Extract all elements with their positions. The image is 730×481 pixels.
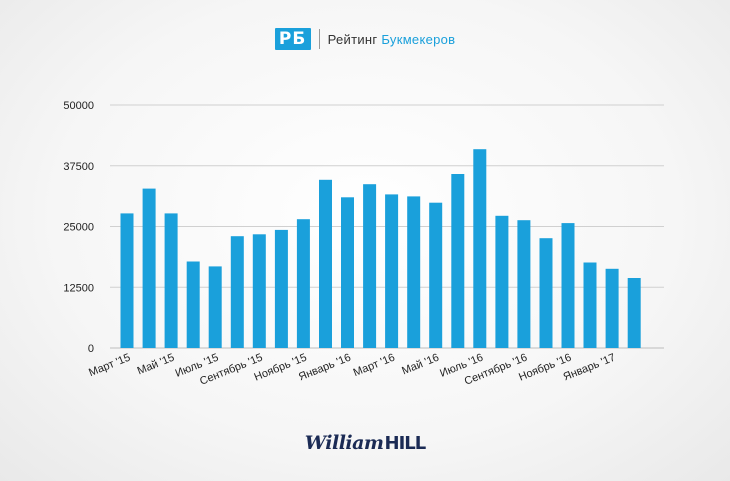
y-tick-label: 25000	[63, 222, 94, 234]
bar	[407, 196, 421, 348]
bar	[341, 197, 354, 348]
bar	[230, 236, 244, 348]
y-tick-label: 37500	[63, 161, 94, 173]
y-tick-label: 12500	[63, 282, 94, 294]
bar	[429, 202, 443, 348]
brand-title: Рейтинг Букмекеров	[328, 32, 456, 47]
x-tick-label: Май '15	[136, 352, 177, 378]
bar	[186, 261, 200, 348]
bar	[495, 215, 509, 348]
bar	[473, 149, 487, 348]
bar	[252, 234, 266, 348]
bar	[363, 184, 377, 348]
y-tick-label: 50000	[63, 100, 94, 112]
bar	[517, 220, 531, 348]
bar	[385, 194, 399, 348]
bar	[296, 219, 310, 348]
x-tick-label: Май '16	[400, 352, 441, 378]
bar	[583, 262, 597, 348]
bar	[539, 238, 553, 348]
brand-title-accent: Букмекеров	[381, 31, 456, 47]
bar	[120, 213, 134, 348]
bars	[120, 149, 641, 348]
x-tick-label: Март '16	[352, 352, 397, 380]
bar	[164, 213, 178, 348]
rb-logo-icon: РБ	[274, 28, 311, 50]
bar	[274, 229, 288, 348]
william-hill-block: HILL	[384, 432, 427, 454]
bar	[142, 188, 156, 348]
y-axis-ticks: 0 12500 25000 37500 50000	[63, 100, 94, 355]
william-hill-logo: William HILL	[0, 428, 730, 458]
bar	[627, 278, 641, 348]
bar	[208, 266, 222, 348]
x-tick-label: Март '15	[87, 352, 132, 380]
brand-title-plain: Рейтинг	[327, 31, 382, 47]
william-hill-script: William	[304, 432, 384, 454]
bar	[319, 179, 332, 348]
y-tick-label: 0	[88, 343, 94, 355]
bar	[605, 268, 619, 348]
bar	[561, 223, 575, 348]
bar	[451, 174, 465, 348]
logo-divider	[318, 29, 320, 49]
brand-header: РБ Рейтинг Букмекеров	[0, 26, 730, 52]
